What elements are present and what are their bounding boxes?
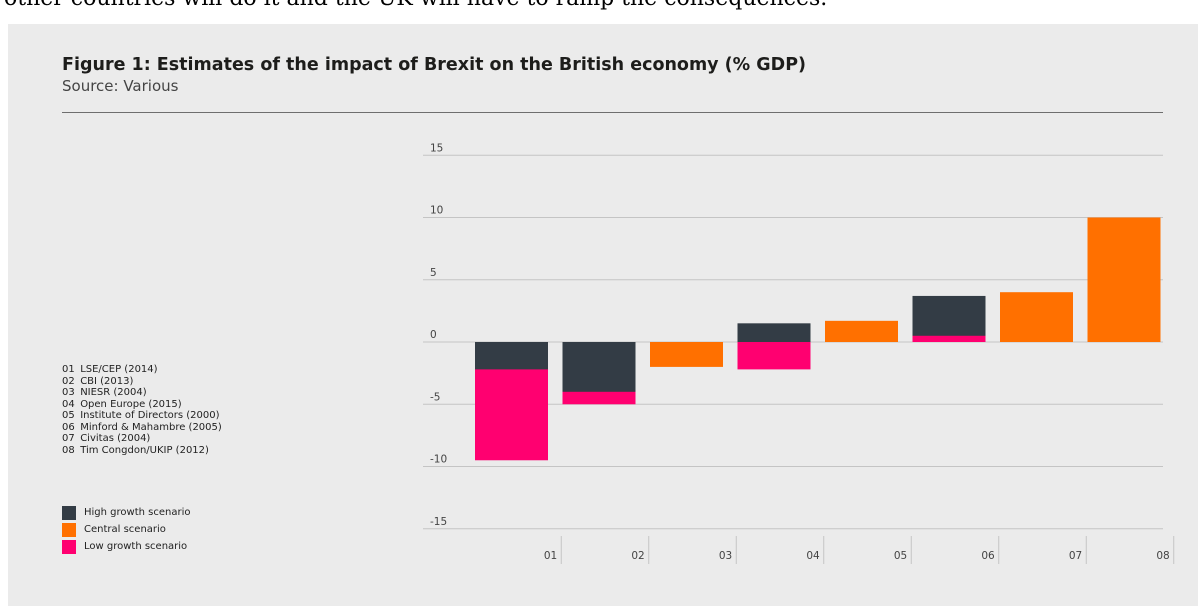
x-tick-label: 03 [719, 550, 732, 562]
legend-item-low: Low growth scenario [62, 538, 190, 555]
bar [1087, 217, 1161, 342]
y-tick-label: -15 [430, 516, 447, 528]
legend-item-high: High growth scenario [62, 504, 190, 521]
y-tick-label: 5 [430, 267, 437, 279]
bar [825, 320, 898, 342]
study-item: 08 Tim Congdon/UKIP (2012) [62, 444, 209, 456]
bar [912, 295, 986, 342]
page-text-fragment: other countries will do it and the UK wi… [4, 0, 827, 11]
x-tick-label: 01 [544, 550, 557, 562]
chart-legend: High growth scenario Central scenario Lo… [62, 504, 190, 555]
study-item: 04 Open Europe (2015) [62, 398, 182, 410]
y-tick-label: 0 [430, 329, 437, 341]
x-tick-label: 05 [894, 550, 907, 562]
bar [737, 323, 811, 342]
study-item: 02 CBI (2013) [62, 375, 134, 387]
legend-swatch-low [62, 539, 76, 554]
legend-swatch-central [62, 522, 76, 537]
bar [737, 342, 811, 370]
bar [1000, 292, 1073, 342]
study-item: 07 Civitas (2004) [62, 433, 151, 444]
study-item: 03 NIESR (2004) [62, 387, 147, 398]
y-tick-label: 10 [430, 205, 443, 217]
figure-panel: Figure 1: Estimates of the impact of Bre… [8, 24, 1198, 606]
study-list: 01 LSE/CEP (2014) 02 CBI (2013) 03 NIESR… [62, 364, 222, 456]
study-item: 01 LSE/CEP (2014) [62, 364, 158, 375]
study-item: 05 Institute of Directors (2000) [62, 410, 220, 421]
bar [912, 335, 986, 342]
legend-label-low: Low growth scenario [84, 541, 188, 552]
figure-title: Figure 1: Estimates of the impact of Bre… [62, 55, 807, 75]
x-tick-label: 08 [1156, 550, 1169, 562]
x-tick-label: 02 [631, 550, 644, 562]
legend-swatch-high [62, 505, 76, 520]
y-tick-label: -10 [430, 454, 447, 466]
figure-source: Source: Various [62, 77, 179, 95]
bar [650, 342, 723, 367]
legend-item-central: Central scenario [62, 521, 190, 538]
bar [475, 342, 548, 370]
x-tick-label: 04 [806, 550, 820, 562]
x-tick-label: 06 [981, 550, 995, 562]
bar-chart: 15 10 5 0 -5 -10 -15 01 02 03 04 05 06 07 08 [423, 142, 1175, 564]
title-divider [62, 112, 1163, 113]
legend-label-central: Central scenario [84, 524, 166, 535]
y-tick-label: 15 [430, 142, 443, 154]
study-item: 06 Minford & Mahambre (2005) [62, 421, 222, 433]
legend-label-high: High growth scenario [84, 507, 191, 518]
bar [562, 342, 636, 392]
y-tick-label: -5 [430, 391, 440, 403]
x-tick-label: 07 [1069, 550, 1082, 562]
